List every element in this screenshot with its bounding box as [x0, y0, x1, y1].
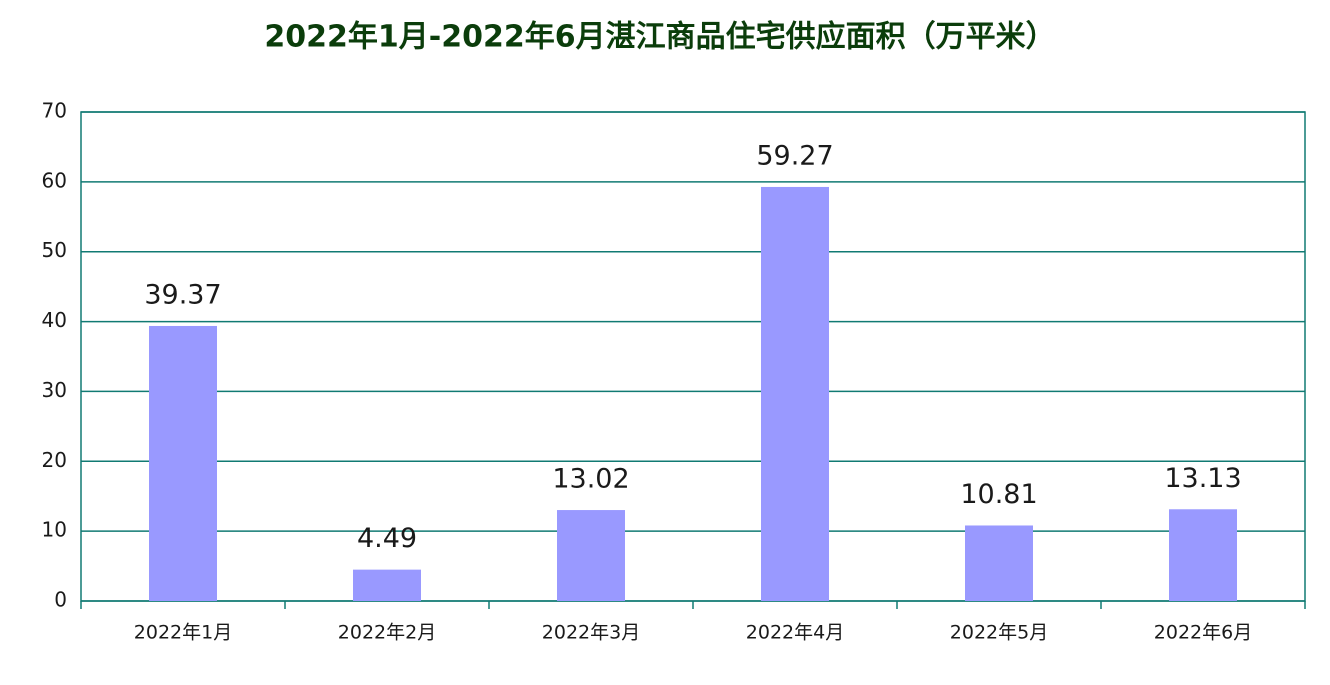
plot-frame: [80, 111, 1306, 602]
x-tick-label: 2022年4月: [746, 622, 844, 644]
y-tick-label: 50: [42, 238, 67, 262]
data-label: 4.49: [357, 523, 417, 554]
chart-title: 2022年1月-2022年6月湛江商品住宅供应面积（万平米）: [264, 20, 1055, 55]
bar: [1169, 509, 1237, 601]
y-tick-label: 10: [42, 518, 67, 542]
bar: [965, 525, 1033, 601]
bar: [353, 569, 421, 601]
y-tick-label: 20: [42, 448, 67, 472]
y-tick-label: 40: [42, 308, 67, 332]
y-tick-label: 70: [42, 99, 67, 123]
data-label: 13.02: [552, 464, 629, 495]
x-tick-label: 2022年2月: [338, 622, 436, 644]
x-tick-label: 2022年1月: [134, 622, 232, 644]
data-label: 10.81: [960, 479, 1037, 510]
bar: [149, 325, 217, 601]
y-tick-label: 0: [54, 588, 67, 612]
data-label: 59.27: [756, 140, 833, 171]
x-tick-label: 2022年5月: [950, 622, 1048, 644]
bar: [557, 510, 625, 601]
bar: [761, 186, 829, 601]
y-tick-label: 30: [42, 378, 67, 402]
x-tick-label: 2022年6月: [1154, 622, 1252, 644]
data-label: 13.13: [1164, 463, 1241, 494]
data-label: 39.37: [144, 279, 221, 310]
x-tick-label: 2022年3月: [542, 622, 640, 644]
y-tick-label: 60: [42, 168, 67, 192]
